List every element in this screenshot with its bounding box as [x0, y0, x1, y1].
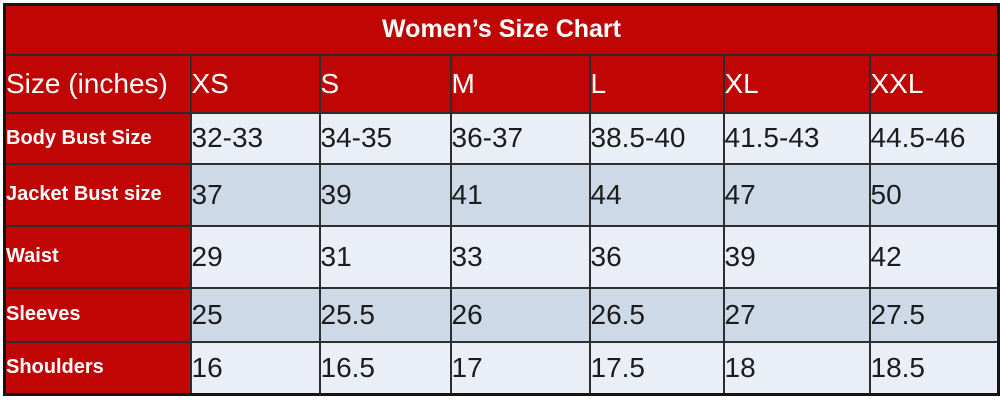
data-cell: 37	[189, 162, 321, 227]
header-cell-xl: XL	[722, 53, 871, 114]
header-row: Size (inches) XS S M L XL XXL	[3, 53, 1000, 114]
row-label-cell: Body Bust Size	[3, 111, 192, 165]
table-row-sleeves: Sleeves 25 25.5 26 26.5 27 27.5	[3, 286, 1000, 343]
header-cell-l: L	[588, 53, 725, 114]
row-label-cell: Sleeves	[3, 286, 192, 343]
data-cell: 41.5-43	[722, 111, 871, 165]
data-cell: 16.5	[318, 340, 452, 396]
data-cell: 39	[318, 162, 452, 227]
data-cell: 27	[722, 286, 871, 343]
table-row-jacket-bust-size: Jacket Bust size 37 39 41 44 47 50	[3, 162, 1000, 227]
data-cell: 34-35	[318, 111, 452, 165]
chart-title: Women’s Size Chart	[3, 3, 1000, 56]
data-cell: 26.5	[588, 286, 725, 343]
size-chart-table: Women’s Size Chart Size (inches) XS S M …	[3, 3, 1000, 396]
data-cell: 17.5	[588, 340, 725, 396]
data-cell: 31	[318, 224, 452, 289]
row-label-cell: Shoulders	[3, 340, 192, 396]
header-cell-size-inches: Size (inches)	[3, 53, 192, 114]
data-cell: 33	[449, 224, 591, 289]
data-cell: 47	[722, 162, 871, 227]
data-cell: 44	[588, 162, 725, 227]
data-cell: 42	[868, 224, 1000, 289]
data-cell: 26	[449, 286, 591, 343]
data-cell: 18	[722, 340, 871, 396]
data-cell: 50	[868, 162, 1000, 227]
data-cell: 38.5-40	[588, 111, 725, 165]
data-cell: 36-37	[449, 111, 591, 165]
header-cell-s: S	[318, 53, 452, 114]
data-cell: 27.5	[868, 286, 1000, 343]
data-cell: 25.5	[318, 286, 452, 343]
header-cell-m: M	[449, 53, 591, 114]
data-cell: 29	[189, 224, 321, 289]
title-row: Women’s Size Chart	[3, 3, 1000, 56]
table-row-shoulders: Shoulders 16 16.5 17 17.5 18 18.5	[3, 340, 1000, 396]
data-cell: 32-33	[189, 111, 321, 165]
row-label-cell: Waist	[3, 224, 192, 289]
data-cell: 39	[722, 224, 871, 289]
data-cell: 36	[588, 224, 725, 289]
table-row-body-bust-size: Body Bust Size 32-33 34-35 36-37 38.5-40…	[3, 111, 1000, 165]
data-cell: 41	[449, 162, 591, 227]
data-cell: 16	[189, 340, 321, 396]
header-cell-xxl: XXL	[868, 53, 1000, 114]
header-cell-xs: XS	[189, 53, 321, 114]
data-cell: 44.5-46	[868, 111, 1000, 165]
data-cell: 18.5	[868, 340, 1000, 396]
data-cell: 17	[449, 340, 591, 396]
row-label-cell: Jacket Bust size	[3, 162, 192, 227]
data-cell: 25	[189, 286, 321, 343]
table-row-waist: Waist 29 31 33 36 39 42	[3, 224, 1000, 289]
